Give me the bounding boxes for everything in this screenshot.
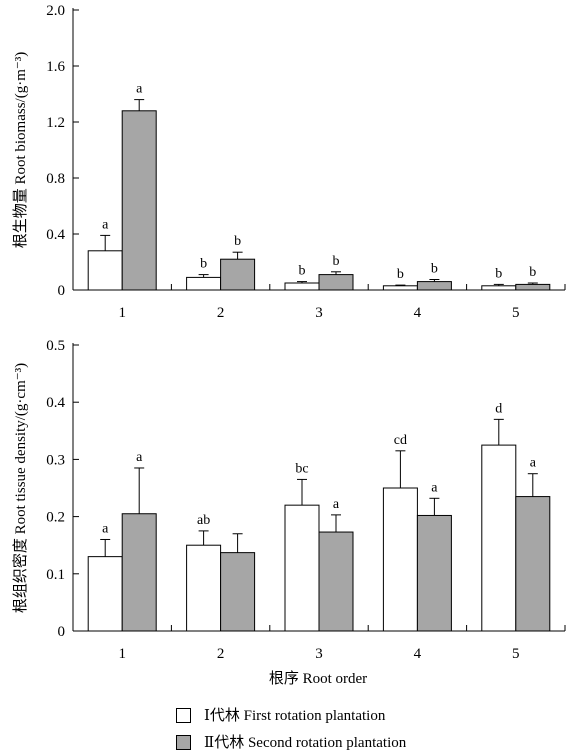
- biomass-bar-first-rotation: [186, 276, 222, 291]
- legend-swatch-second-rotation: [176, 735, 191, 750]
- biomass-y-tick-label: 0: [58, 283, 66, 299]
- density-bar-first-rotation: [481, 444, 517, 632]
- density-x-tick-label: 5: [512, 646, 520, 662]
- density-significance-label-first-rotation: cd: [394, 433, 407, 448]
- density-y-axis-title: 根组织密度 Root tissue density/(g·cm⁻³): [12, 363, 29, 613]
- density-y-tick-label: 0.5: [46, 338, 65, 354]
- legend-swatch-first-rotation: [176, 708, 191, 723]
- biomass-bar-second-rotation: [318, 274, 354, 291]
- density-bar-first-rotation: [284, 504, 320, 632]
- density-significance-label-first-rotation: a: [102, 521, 109, 536]
- density-bar-second-rotation: [515, 496, 551, 632]
- root-tissue-density-chart: 0 0.1 0.2 0.3 0.4 0.5 1 2 3 4 5 a ab bc cd d a a a a 根组织密度 R…: [12, 338, 566, 662]
- biomass-x-tick-label: 2: [217, 305, 225, 321]
- biomass-significance-label-first-rotation: b: [200, 257, 207, 272]
- density-significance-label-second-rotation: a: [333, 497, 340, 512]
- biomass-x-tick-label: 3: [315, 305, 323, 321]
- density-x-tick-label: 4: [414, 646, 422, 662]
- biomass-significance-label-first-rotation: b: [495, 266, 502, 281]
- legend-label-second-rotation: Ⅱ代林 Second rotation plantation: [204, 735, 407, 751]
- biomass-y-tick-label: 1.6: [46, 59, 65, 75]
- biomass-bar-second-rotation: [220, 258, 256, 291]
- density-y-tick-label: 0.3: [46, 452, 65, 468]
- density-y-tick-label: 0: [58, 624, 66, 640]
- biomass-bar-first-rotation: [87, 250, 123, 291]
- biomass-bar-second-rotation: [515, 283, 551, 291]
- biomass-y-axis-title: 根生物量 Root biomass/(g·m⁻³): [12, 52, 29, 249]
- biomass-significance-label-first-rotation: b: [299, 264, 306, 279]
- biomass-y-tick-label: 0.8: [46, 171, 65, 187]
- x-axis-title: 根序 Root order: [269, 670, 367, 687]
- density-bar-second-rotation: [416, 514, 452, 632]
- density-bar-second-rotation: [220, 552, 256, 632]
- biomass-significance-label-second-rotation: a: [136, 82, 143, 97]
- biomass-y-tick-label: 2.0: [46, 3, 65, 19]
- biomass-x-tick-label: 4: [414, 305, 422, 321]
- biomass-x-tick-label: 1: [118, 305, 126, 321]
- density-x-tick-label: 1: [118, 646, 126, 662]
- density-y-tick-label: 0.1: [46, 567, 65, 583]
- biomass-bar-first-rotation: [284, 282, 320, 291]
- density-significance-label-second-rotation: a: [136, 450, 143, 465]
- biomass-x-tick-label: 5: [512, 305, 520, 321]
- density-x-tick-label: 3: [315, 646, 323, 662]
- legend-item-second-rotation: Ⅱ代林 Second rotation plantation: [176, 734, 556, 754]
- density-significance-label-first-rotation: d: [495, 401, 502, 416]
- biomass-y-tick-label: 1.2: [46, 115, 65, 131]
- density-significance-label-second-rotation: a: [530, 456, 537, 471]
- biomass-significance-label-first-rotation: b: [397, 267, 404, 282]
- density-bar-first-rotation: [87, 556, 123, 632]
- biomass-bar-first-rotation: [481, 285, 517, 291]
- density-significance-label-first-rotation: bc: [295, 461, 308, 476]
- biomass-significance-label-second-rotation: b: [333, 254, 340, 269]
- biomass-bar-first-rotation: [382, 285, 418, 291]
- density-significance-label-first-rotation: ab: [197, 513, 210, 528]
- density-bar-first-rotation: [382, 487, 418, 632]
- density-bar-first-rotation: [186, 544, 222, 632]
- legend-item-first-rotation: Ⅰ代林 First rotation plantation: [176, 707, 556, 727]
- legend-label-first-rotation: Ⅰ代林 First rotation plantation: [204, 708, 386, 724]
- biomass-significance-label-first-rotation: a: [102, 217, 109, 232]
- density-y-tick-label: 0.4: [46, 395, 65, 411]
- density-y-tick-label: 0.2: [46, 510, 65, 526]
- biomass-significance-label-second-rotation: b: [529, 265, 536, 280]
- density-bar-second-rotation: [318, 531, 354, 632]
- density-bar-second-rotation: [121, 513, 157, 632]
- biomass-significance-label-second-rotation: b: [234, 234, 241, 249]
- biomass-bar-second-rotation: [416, 281, 452, 291]
- density-significance-label-second-rotation: a: [431, 480, 438, 495]
- density-x-tick-label: 2: [217, 646, 225, 662]
- biomass-y-tick-label: 0.4: [46, 227, 65, 243]
- biomass-bar-second-rotation: [121, 110, 157, 291]
- biomass-significance-label-second-rotation: b: [431, 262, 438, 277]
- root-biomass-chart: 0 0.4 0.8 1.2 1.6 2.0 1 2 3 4 5 a b b b b a b b b b 根生物量 Root…: [12, 3, 566, 321]
